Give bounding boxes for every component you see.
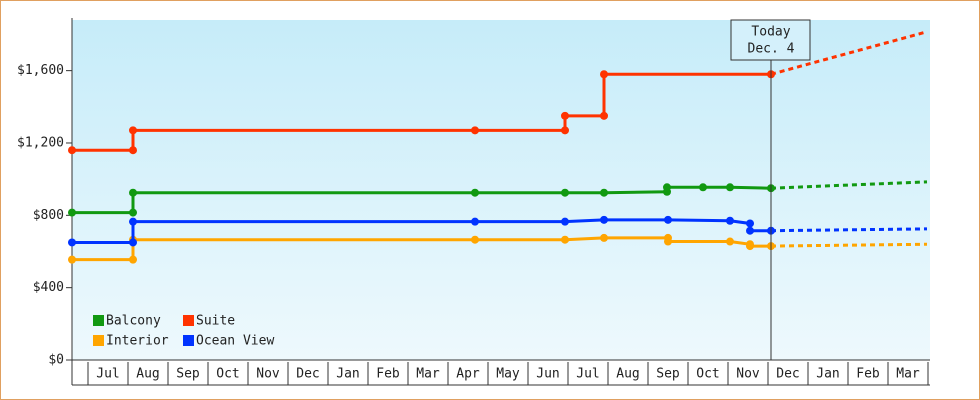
price-point — [68, 255, 76, 264]
legend-swatch — [183, 315, 194, 326]
x-tick-label: Sep — [656, 367, 680, 382]
price-point — [561, 188, 569, 197]
price-point — [746, 226, 754, 235]
today-box — [730, 19, 811, 61]
x-tick-label: Feb — [376, 367, 400, 382]
forecast-line — [770, 180, 928, 190]
x-tick-label: Dec — [776, 367, 799, 382]
price-point — [561, 111, 569, 120]
x-tick-label: Mar — [416, 367, 440, 382]
price-point — [664, 237, 672, 246]
x-tick-label: Oct — [696, 367, 719, 382]
price-point — [129, 146, 137, 155]
price-point — [726, 183, 734, 192]
x-tick-label: Jan — [816, 367, 839, 382]
x-tick-label: Mar — [896, 367, 920, 382]
price-point — [726, 237, 734, 246]
price-point — [471, 217, 479, 226]
x-tick-label: Feb — [856, 367, 880, 382]
price-point — [600, 188, 608, 197]
price-point — [129, 217, 137, 226]
today-label: Today — [751, 25, 790, 40]
price-point — [600, 111, 608, 120]
price-point — [471, 188, 479, 197]
price-point — [664, 215, 672, 224]
today-date: Dec. 4 — [748, 42, 795, 57]
legend-swatch — [93, 335, 104, 346]
y-tick-label: $0 — [48, 353, 64, 368]
price-point — [746, 219, 754, 228]
legend-label: Balcony — [106, 314, 161, 329]
forecast-line — [770, 242, 928, 248]
x-tick-label: Nov — [256, 367, 280, 382]
price-point — [726, 216, 734, 225]
legend-label: Ocean View — [196, 334, 274, 349]
x-tick-label: Nov — [736, 367, 760, 382]
price-point — [561, 126, 569, 135]
price-point — [746, 242, 754, 251]
price-point — [68, 238, 76, 247]
price-point — [699, 183, 707, 192]
y-tick-label: $1,200 — [17, 135, 64, 150]
y-tick-label: $400 — [33, 280, 64, 295]
x-tick-label: Aug — [616, 367, 639, 382]
price-point — [600, 215, 608, 224]
x-tick-label: Aug — [136, 367, 159, 382]
legend-label: Suite — [196, 314, 235, 329]
x-tick-label: Oct — [216, 367, 239, 382]
price-point — [561, 235, 569, 244]
price-point — [600, 233, 608, 242]
price-point — [129, 188, 137, 197]
price-point — [129, 126, 137, 135]
x-tick-label: Jan — [336, 367, 359, 382]
x-tick-label: Apr — [456, 367, 480, 382]
price-point — [471, 235, 479, 244]
price-point — [663, 183, 671, 192]
price-point — [129, 255, 137, 264]
x-tick-label: Jun — [536, 367, 559, 382]
legend-swatch — [93, 315, 104, 326]
x-tick-label: Jul — [96, 367, 119, 382]
price-point — [129, 238, 137, 247]
x-tick-label: Jul — [576, 367, 599, 382]
price-point — [471, 126, 479, 135]
price-point — [561, 217, 569, 226]
x-tick-label: Sep — [176, 367, 200, 382]
legend-label: Interior — [106, 334, 169, 349]
price-point — [600, 70, 608, 79]
price-point — [129, 208, 137, 217]
x-tick-label: May — [496, 367, 520, 382]
plot-area — [72, 20, 930, 360]
price-point — [68, 146, 76, 155]
forecast-line — [770, 227, 928, 233]
price-point — [68, 208, 76, 217]
y-tick-label: $1,600 — [17, 63, 64, 78]
x-tick-label: Dec — [296, 367, 319, 382]
y-tick-label: $800 — [33, 208, 64, 223]
legend-swatch — [183, 335, 194, 346]
